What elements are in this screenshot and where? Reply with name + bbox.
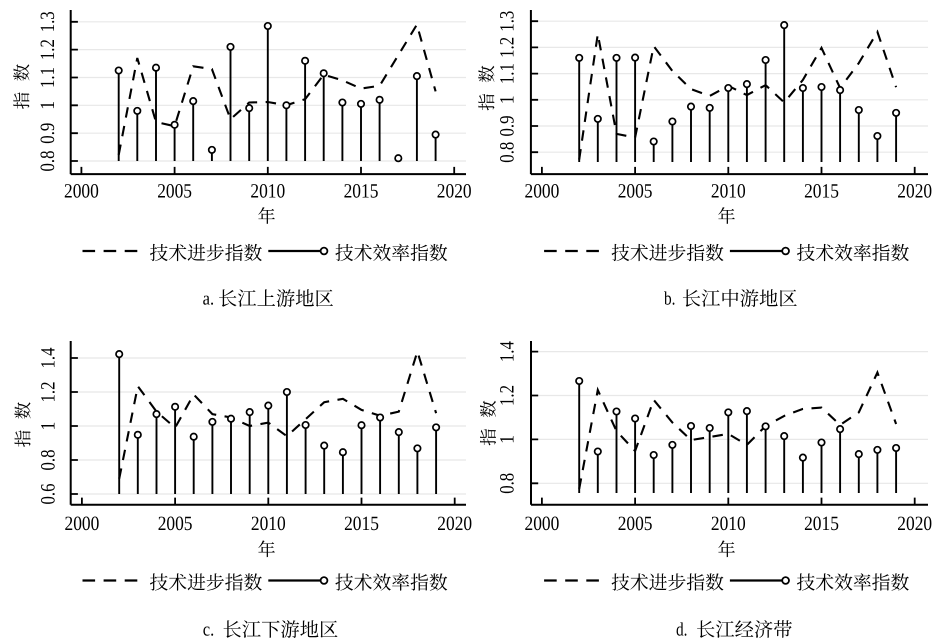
svg-text:1.2: 1.2 xyxy=(37,382,59,403)
svg-text:2020: 2020 xyxy=(437,180,472,202)
svg-text:d.: d. xyxy=(676,620,688,641)
svg-text:2005: 2005 xyxy=(158,513,193,535)
svg-text:2005: 2005 xyxy=(618,513,653,535)
svg-text:2000: 2000 xyxy=(525,513,560,535)
svg-text:0.9: 0.9 xyxy=(37,123,59,144)
svg-text:2000: 2000 xyxy=(525,180,560,202)
svg-text:1.4: 1.4 xyxy=(497,341,519,362)
svg-text:1: 1 xyxy=(37,101,59,110)
svg-text:1: 1 xyxy=(497,435,519,444)
svg-text:2005: 2005 xyxy=(157,180,192,202)
svg-text:0.9: 0.9 xyxy=(497,116,519,137)
svg-text:1.2: 1.2 xyxy=(497,37,519,58)
svg-text:1: 1 xyxy=(497,95,519,104)
svg-text:1.2: 1.2 xyxy=(497,385,519,406)
svg-text:2000: 2000 xyxy=(65,513,100,535)
svg-text:2020: 2020 xyxy=(437,513,472,535)
svg-text:b.: b. xyxy=(664,289,676,310)
svg-text:2010: 2010 xyxy=(250,180,285,202)
svg-text:2015: 2015 xyxy=(804,180,839,202)
svg-text:1.1: 1.1 xyxy=(37,67,59,88)
svg-text:2000: 2000 xyxy=(64,180,99,202)
svg-text:2010: 2010 xyxy=(711,180,746,202)
svg-text:2015: 2015 xyxy=(344,180,379,202)
svg-text:0.6: 0.6 xyxy=(37,484,59,505)
svg-text:2005: 2005 xyxy=(618,180,653,202)
svg-text:a.: a. xyxy=(203,289,215,310)
svg-text:2020: 2020 xyxy=(897,180,932,202)
svg-text:1.3: 1.3 xyxy=(37,11,59,32)
svg-text:2010: 2010 xyxy=(711,513,746,535)
svg-text:c.: c. xyxy=(203,620,215,641)
svg-text:2015: 2015 xyxy=(344,513,379,535)
svg-text:1.3: 1.3 xyxy=(497,11,519,32)
svg-text:1.2: 1.2 xyxy=(37,39,59,60)
svg-text:1.1: 1.1 xyxy=(497,63,519,84)
svg-text:2020: 2020 xyxy=(897,513,932,535)
svg-text:0.8: 0.8 xyxy=(497,142,519,163)
svg-text:0.8: 0.8 xyxy=(37,450,59,471)
svg-text:1.4: 1.4 xyxy=(37,348,59,369)
svg-text:0.8: 0.8 xyxy=(37,151,59,172)
svg-text:2015: 2015 xyxy=(804,513,839,535)
svg-text:2010: 2010 xyxy=(251,513,286,535)
svg-text:1: 1 xyxy=(37,422,59,431)
svg-text:0.8: 0.8 xyxy=(497,473,519,494)
